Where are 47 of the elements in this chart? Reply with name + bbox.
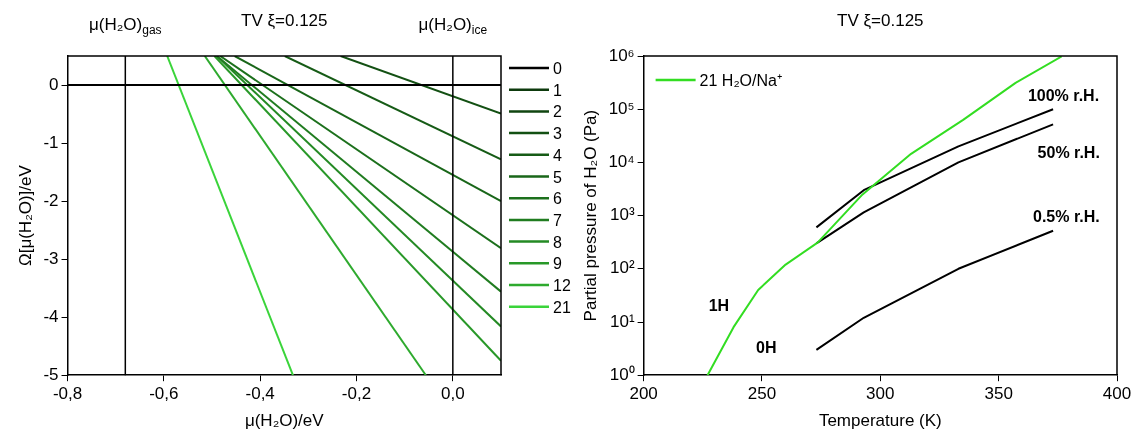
annotation: 50% r.H. bbox=[1037, 143, 1100, 161]
x-tick-label: 0,0 bbox=[441, 384, 465, 404]
legend-label: 12 bbox=[553, 277, 571, 294]
legend-label: 0 bbox=[553, 60, 562, 77]
chart-title: TV ξ=0.125 bbox=[837, 11, 924, 30]
legend-label: 5 bbox=[553, 168, 562, 186]
legend-label: 21 H₂O/Na⁺ bbox=[699, 72, 782, 89]
x-tick-label: 300 bbox=[866, 384, 895, 404]
legend-label: 21 bbox=[553, 298, 571, 316]
x-tick-label: -0,4 bbox=[245, 384, 275, 404]
y-tick-label: -2 bbox=[43, 190, 59, 210]
legend-label: 8 bbox=[553, 233, 562, 251]
y-tick-label: 10³ bbox=[610, 205, 635, 225]
annotation: 0H bbox=[755, 338, 777, 356]
legend-label: 6 bbox=[553, 190, 562, 208]
y-tick-label: -4 bbox=[43, 306, 59, 326]
legend-label: 7 bbox=[553, 211, 562, 229]
y-tick-label: 10⁰ bbox=[609, 364, 635, 384]
x-tick-label: 350 bbox=[984, 384, 1013, 404]
legend-label: 3 bbox=[553, 125, 562, 143]
annotation: 0.5% r.H. bbox=[1033, 207, 1100, 225]
y-tick-label: 10⁶ bbox=[608, 45, 635, 65]
x-tick-label: -0,8 bbox=[52, 384, 83, 404]
y-tick-label: 10² bbox=[610, 258, 635, 278]
annotation: 1H bbox=[708, 297, 730, 315]
y-tick-label: 10⁵ bbox=[608, 98, 635, 118]
legend-label: 2 bbox=[553, 103, 562, 121]
legend-label: 9 bbox=[553, 255, 562, 273]
legend-label: 4 bbox=[553, 146, 562, 164]
y-tick-label: -5 bbox=[43, 364, 59, 384]
y-tick-label: 10⁴ bbox=[608, 152, 635, 172]
x-axis-title: Temperature (K) bbox=[818, 411, 942, 431]
y-tick-label: 10¹ bbox=[610, 311, 635, 331]
x-tick-label: -0,2 bbox=[341, 384, 372, 404]
y-tick-label: -3 bbox=[43, 248, 59, 268]
y-tick-label: 0 bbox=[49, 74, 59, 94]
x-tick-label: 250 bbox=[747, 384, 777, 404]
x-tick-label: 400 bbox=[1102, 384, 1132, 404]
y-tick-label: -1 bbox=[43, 132, 59, 152]
x-tick-label: 200 bbox=[629, 384, 658, 404]
legend-label: 1 bbox=[553, 81, 562, 99]
annotation: 100% r.H. bbox=[1027, 86, 1100, 104]
y-axis-title: Ω[μ(H₂O)]/eV bbox=[15, 164, 35, 267]
chart-title: TV ξ=0.125 bbox=[240, 11, 328, 30]
x-tick-label: -0,6 bbox=[149, 384, 179, 404]
y-axis-title: Partial pressure of H₂O (Pa) bbox=[580, 109, 600, 322]
x-axis-title: μ(H₂O)/eV bbox=[244, 411, 325, 431]
